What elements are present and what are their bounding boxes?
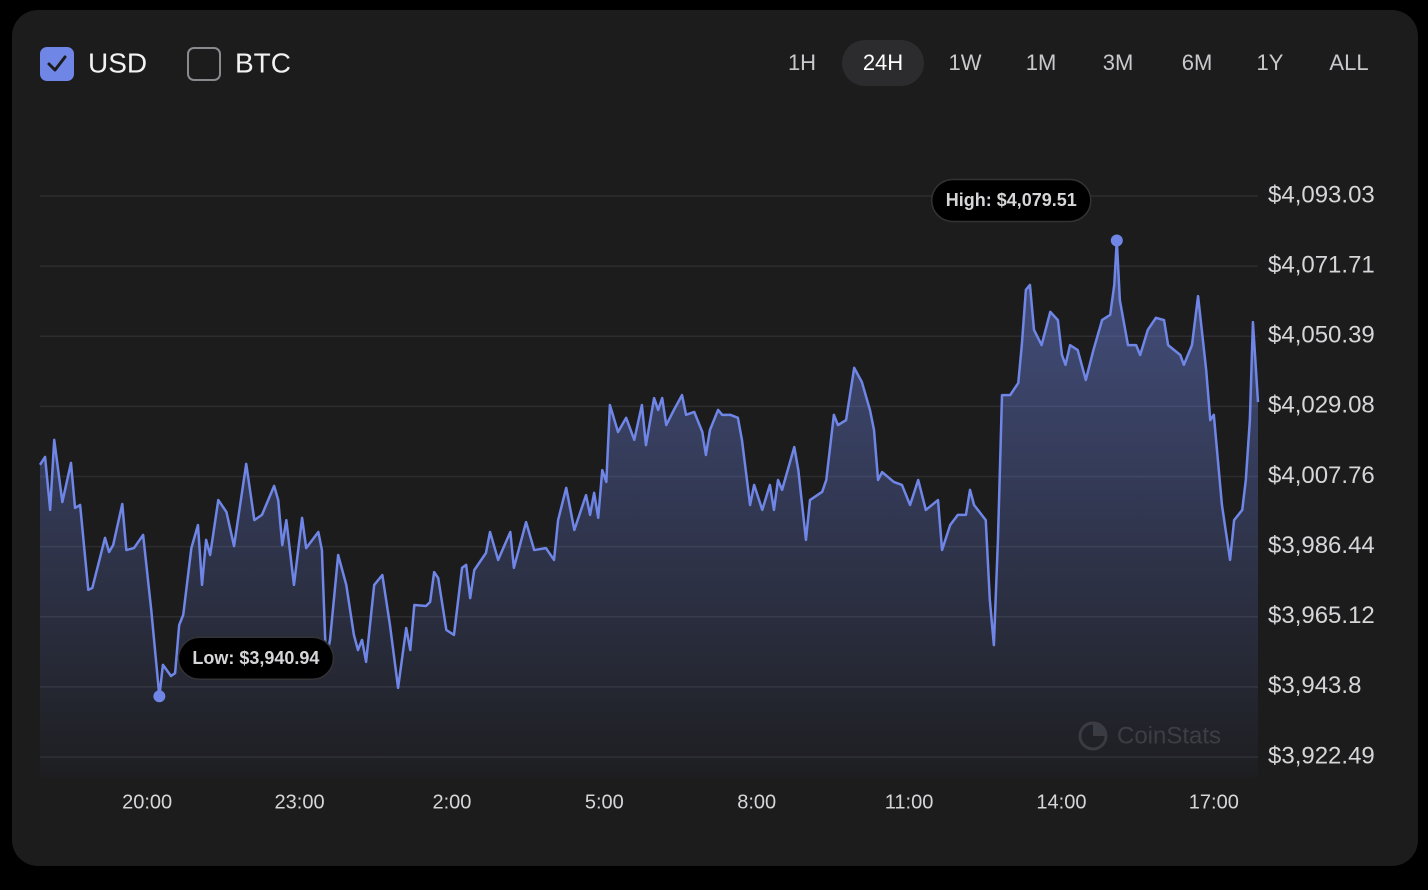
x-tick-label: 20:00 <box>122 791 172 813</box>
high-annotation: High: $4,079.51 <box>930 178 1092 223</box>
checkbox-label[interactable]: USD <box>88 47 147 78</box>
high-label: High: $4,079.51 <box>946 190 1077 210</box>
range-button[interactable]: 3M <box>1103 50 1134 75</box>
range-button[interactable]: 1W <box>949 50 982 75</box>
range-button[interactable]: 1M <box>1026 50 1057 75</box>
line <box>38 239 1260 698</box>
y-tick-label: $3,965.12 <box>1268 602 1375 629</box>
x-tick-label: 14:00 <box>1036 791 1086 813</box>
checkbox-label[interactable]: BTC <box>235 47 291 78</box>
y-tick-label: $4,007.76 <box>1268 462 1375 489</box>
y-tick-label: $3,922.49 <box>1268 742 1375 769</box>
area <box>40 240 1258 779</box>
low-annotation: Low: $3,940.94 <box>177 636 335 681</box>
y-tick-label: $4,093.03 <box>1268 181 1375 208</box>
low-label: Low: $3,940.94 <box>192 648 319 668</box>
x-tick-label: 17:00 <box>1189 791 1239 813</box>
checkbox[interactable] <box>40 47 74 81</box>
x-tick-label: 23:00 <box>275 791 325 813</box>
x-tick-label: 2:00 <box>432 791 471 813</box>
x-tick-label: 5:00 <box>585 791 624 813</box>
range-button[interactable]: 1H <box>788 50 816 75</box>
y-tick-label: $4,029.08 <box>1268 392 1375 419</box>
range-button[interactable]: 1Y <box>1257 50 1284 75</box>
high-point <box>1110 234 1123 247</box>
y-tick-label: $4,050.39 <box>1268 322 1375 349</box>
x-tick-label: 8:00 <box>737 791 776 813</box>
range-button[interactable]: 6M <box>1182 50 1213 75</box>
checkmark <box>47 55 67 72</box>
y-tick-label: $3,986.44 <box>1268 532 1375 559</box>
checkbox[interactable] <box>187 47 221 81</box>
y-tick-label: $4,071.71 <box>1268 251 1375 278</box>
range-button[interactable]: ALL <box>1329 50 1368 75</box>
low-point <box>153 690 166 703</box>
y-tick-label: $3,943.8 <box>1268 672 1361 699</box>
high-pill <box>930 178 1092 223</box>
range-button[interactable]: 24H <box>863 50 903 75</box>
range-button-active[interactable] <box>842 40 924 86</box>
x-tick-label: 11:00 <box>885 791 934 813</box>
low-pill <box>177 636 335 681</box>
